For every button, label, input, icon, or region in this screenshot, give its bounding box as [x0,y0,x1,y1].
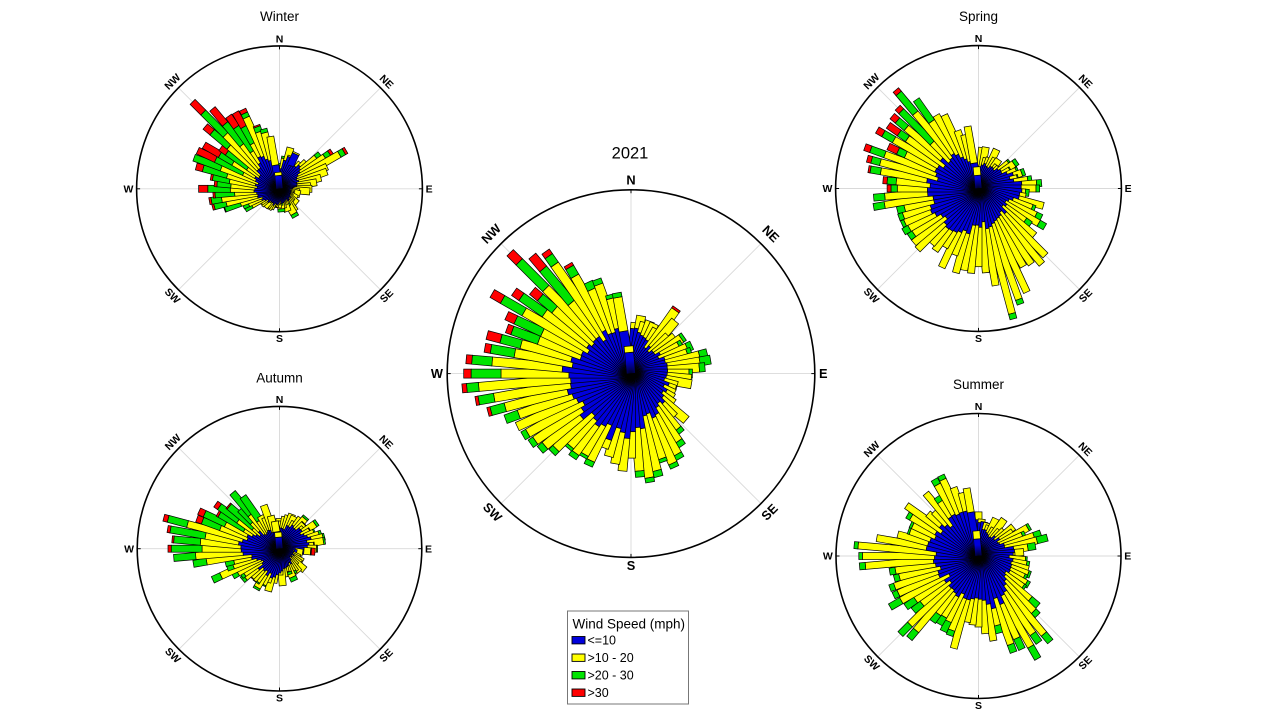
svg-text:E: E [425,543,432,555]
svg-text:>10 - 20: >10 - 20 [588,651,634,665]
svg-text:E: E [1124,551,1131,563]
svg-text:Spring: Spring [959,9,998,24]
svg-text:N: N [626,173,635,188]
svg-text:W: W [823,551,833,563]
svg-text:N: N [975,401,983,413]
svg-text:W: W [431,366,444,381]
svg-text:<=10: <=10 [588,634,617,648]
svg-text:Autumn: Autumn [256,371,303,386]
svg-text:N: N [975,33,983,45]
svg-text:N: N [276,33,284,45]
svg-text:2021: 2021 [612,145,649,163]
svg-text:S: S [276,693,283,705]
svg-text:N: N [276,394,284,406]
svg-text:Wind Speed (mph): Wind Speed (mph) [573,617,686,632]
svg-text:E: E [819,366,828,381]
svg-text:Summer: Summer [953,377,1005,392]
svg-text:S: S [975,333,982,345]
svg-text:Winter: Winter [260,9,300,24]
svg-text:W: W [822,183,832,195]
svg-text:S: S [627,558,636,573]
svg-text:E: E [1125,183,1132,195]
svg-text:W: W [123,183,133,195]
svg-text:S: S [975,700,982,712]
svg-text:>30: >30 [588,686,609,700]
svg-text:>20 - 30: >20 - 30 [588,669,634,683]
svg-text:E: E [426,183,433,195]
svg-text:W: W [124,543,134,555]
svg-text:S: S [276,333,283,345]
